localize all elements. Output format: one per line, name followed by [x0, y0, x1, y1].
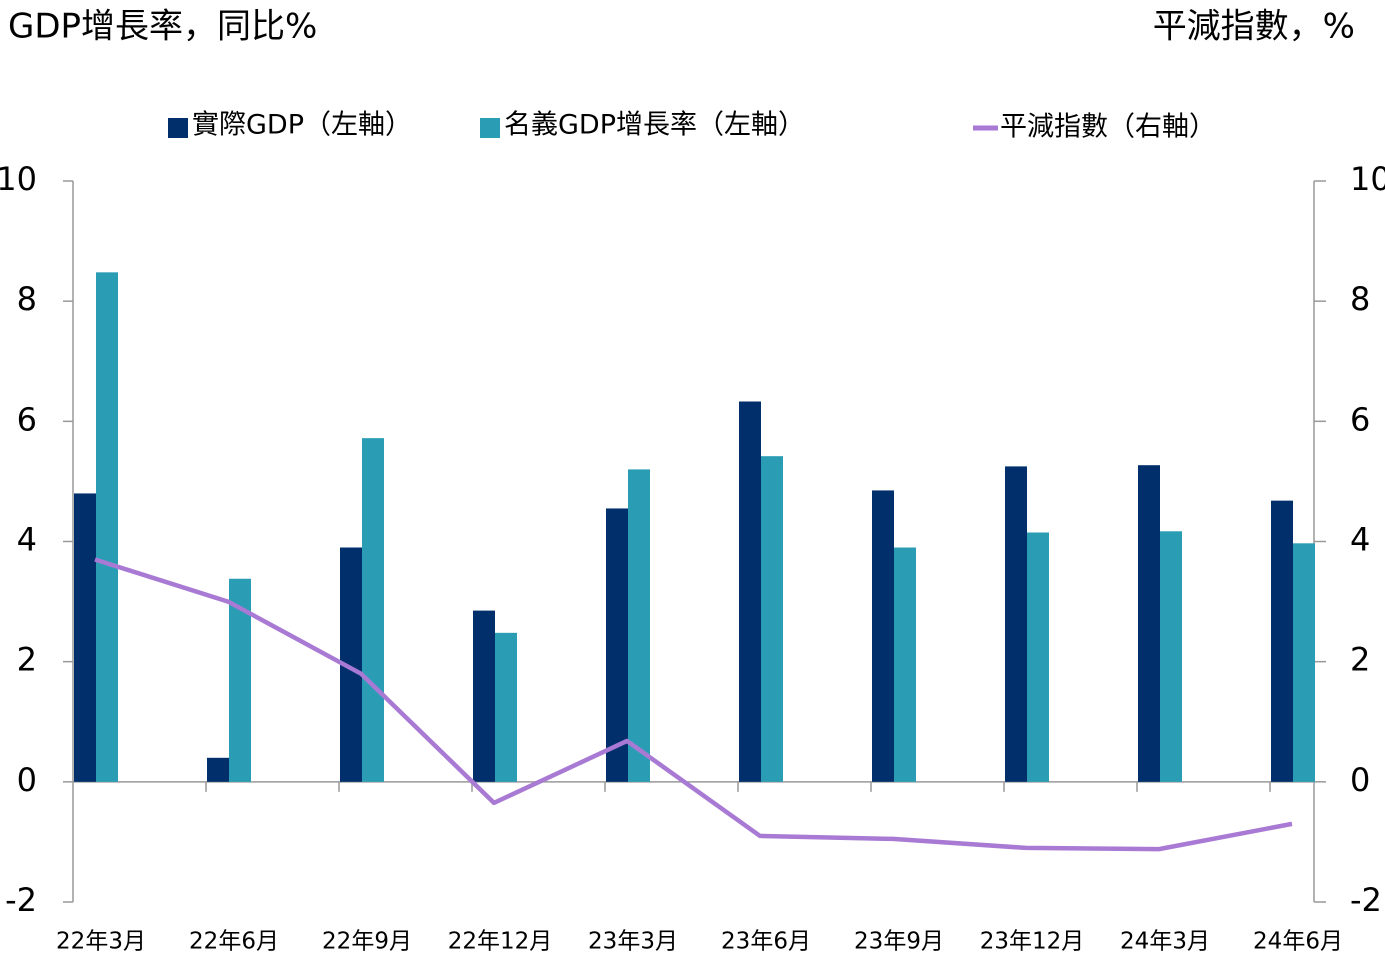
- x-tick-label: 22年9月: [322, 929, 412, 955]
- y-tick-label: -2: [5, 881, 37, 919]
- bar: [229, 578, 251, 782]
- bar: [74, 493, 96, 782]
- x-tick-label: 24年3月: [1120, 929, 1210, 955]
- bar: [473, 610, 495, 782]
- bar: [1271, 500, 1293, 782]
- bar: [761, 456, 783, 782]
- legend-label: 名義GDP增長率（左軸）: [504, 110, 805, 141]
- bar: [894, 547, 916, 782]
- line: [94, 557, 1293, 852]
- x-tick-label: 23年12月: [980, 929, 1085, 955]
- y2-tick-label: 4: [1350, 521, 1370, 559]
- y-tick-label: 2: [17, 641, 37, 679]
- bar: [495, 632, 517, 782]
- x-tick-label: 23年3月: [588, 929, 678, 955]
- legend-label: 實際GDP（左軸）: [192, 110, 412, 141]
- y2-title: 平減指數，%: [1153, 7, 1355, 47]
- bar: [1005, 466, 1027, 782]
- x-tick-label: 22年3月: [56, 929, 146, 955]
- y-tick-label: 0: [17, 761, 37, 799]
- y2-tick-label: 8: [1350, 280, 1370, 318]
- y2-tick-label: -2: [1350, 881, 1382, 919]
- bar: [1138, 465, 1160, 782]
- bar: [1160, 531, 1182, 782]
- bar: [739, 401, 761, 782]
- y-tick-label: 10: [0, 160, 37, 198]
- y2-tick-label: 6: [1350, 400, 1370, 438]
- bar: [1293, 543, 1315, 782]
- bar: [207, 757, 229, 782]
- legend-swatch: [168, 118, 188, 138]
- x-tick-label: 23年6月: [721, 929, 811, 955]
- bar: [872, 490, 894, 782]
- bar: [628, 469, 650, 782]
- legend-swatch: [480, 118, 500, 138]
- bar: [1027, 532, 1049, 782]
- x-tick-label: 23年9月: [854, 929, 944, 955]
- x-tick-label: 22年6月: [189, 929, 279, 955]
- x-tick-label: 24年6月: [1253, 929, 1343, 955]
- y2-tick-label: 0: [1350, 761, 1370, 799]
- y2-tick-label: 2: [1350, 641, 1370, 679]
- legend-label: 平減指數（右軸）: [1000, 112, 1216, 143]
- chart-title: GDP增長率，同比%: [8, 7, 317, 47]
- bar: [606, 508, 628, 782]
- bar: [340, 547, 362, 782]
- y-tick-label: 4: [17, 521, 37, 559]
- bar: [362, 438, 384, 782]
- y-tick-label: 8: [17, 280, 37, 318]
- bar: [96, 272, 118, 782]
- x-tick-label: 22年12月: [448, 929, 553, 955]
- y-tick-label: 6: [17, 400, 37, 438]
- y2-tick-label: 10: [1350, 160, 1385, 198]
